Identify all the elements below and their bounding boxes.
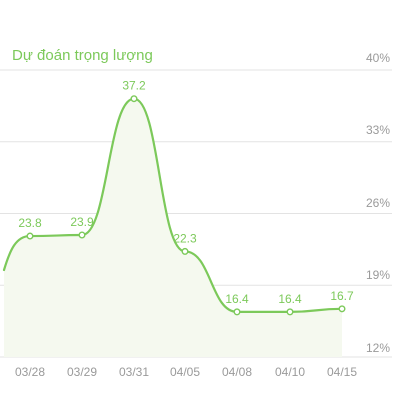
x-axis-ticks: 03/28 03/29 03/31 04/05 04/08 04/10 04/15 <box>15 365 357 379</box>
data-label: 37.2 <box>122 79 146 93</box>
x-tick-label: 03/29 <box>67 365 97 379</box>
y-tick-label: 40% <box>366 51 390 65</box>
y-tick-label: 12% <box>366 341 390 355</box>
series-line <box>2 97 344 313</box>
series-line-layer <box>2 97 344 313</box>
x-tick-label: 04/08 <box>222 365 252 379</box>
y-tick-label: 19% <box>366 268 390 282</box>
area-fill-layer <box>4 98 342 357</box>
data-label: 16.4 <box>278 292 302 306</box>
data-label: 22.3 <box>173 231 197 245</box>
data-point <box>233 308 241 316</box>
data-label: 23.8 <box>18 216 42 230</box>
data-labels: 23.8 23.9 37.2 22.3 16.4 16.4 16.7 <box>18 79 354 306</box>
data-point <box>26 232 34 240</box>
area-fill <box>4 98 342 357</box>
data-label: 16.7 <box>330 289 354 303</box>
data-point <box>78 231 86 239</box>
data-point <box>286 308 294 316</box>
x-tick-label: 04/05 <box>170 365 200 379</box>
data-label: 23.9 <box>70 215 94 229</box>
chart-title: Dự đoán trọng lượng <box>12 47 153 64</box>
data-point <box>130 95 138 103</box>
data-points <box>26 95 346 316</box>
y-axis-ticks: 40% 33% 26% 19% 12% <box>366 51 390 355</box>
data-label: 16.4 <box>225 292 249 306</box>
data-point <box>338 305 346 313</box>
y-tick-label: 26% <box>366 196 390 210</box>
x-tick-label: 04/10 <box>275 365 305 379</box>
x-tick-label: 03/28 <box>15 365 45 379</box>
data-point <box>181 247 189 255</box>
x-tick-label: 03/31 <box>119 365 149 379</box>
y-tick-label: 33% <box>366 123 390 137</box>
x-tick-label: 04/15 <box>327 365 357 379</box>
